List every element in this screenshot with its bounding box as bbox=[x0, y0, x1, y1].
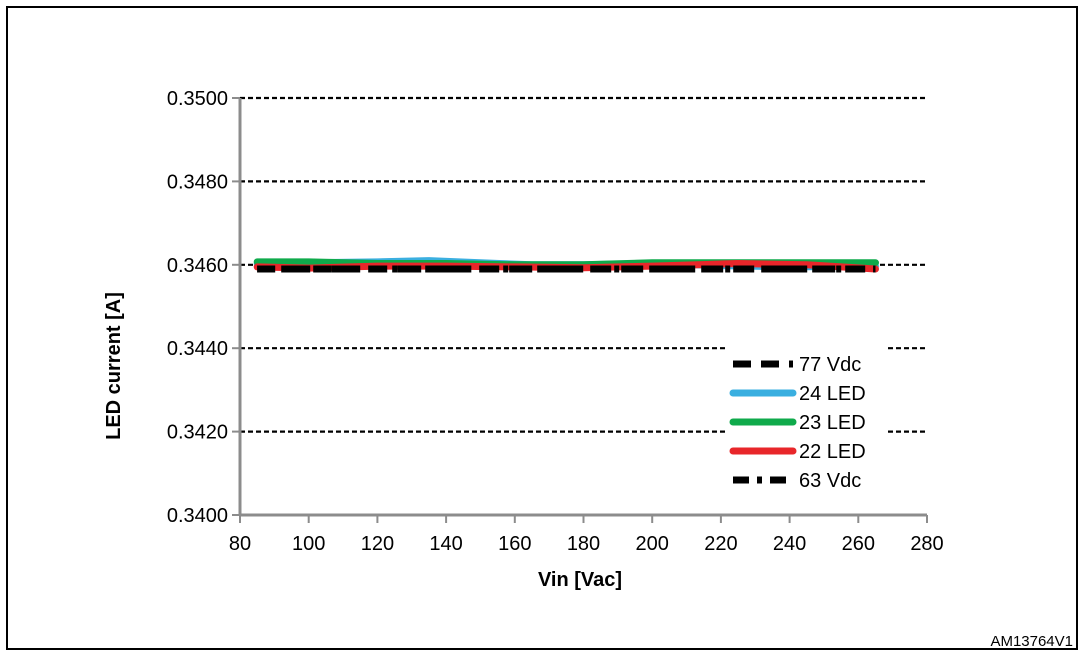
x-tick-label-10: 280 bbox=[910, 533, 943, 555]
x-tick-label-4: 160 bbox=[498, 533, 531, 555]
figure-frame bbox=[6, 6, 1078, 650]
y-tick-label-3: 0.3460 bbox=[167, 255, 228, 277]
x-tick-label-8: 240 bbox=[773, 533, 806, 555]
legend-label-0: 77 Vdc bbox=[799, 354, 861, 376]
x-tick-label-3: 140 bbox=[429, 533, 462, 555]
legend-label-1: 24 LED bbox=[799, 383, 866, 405]
y-axis-title: LED current [A] bbox=[103, 292, 125, 440]
y-tick-label-4: 0.3480 bbox=[167, 171, 228, 193]
figure-id: AM13764V1 bbox=[990, 633, 1073, 650]
legend: 77 Vdc 24 LED 23 LED 22 LED 63 Vdc bbox=[728, 347, 888, 513]
x-tick-label-1: 100 bbox=[292, 533, 325, 555]
y-tick-label-0: 0.3400 bbox=[167, 505, 228, 527]
series-lines bbox=[253, 257, 879, 273]
legend-label-2: 23 LED bbox=[799, 412, 866, 434]
x-axis-title: Vin [Vac] bbox=[538, 569, 622, 591]
x-tick-label-7: 220 bbox=[704, 533, 737, 555]
y-tick-label-5: 0.3500 bbox=[167, 88, 228, 110]
y-tick-label-2: 0.3440 bbox=[167, 338, 228, 360]
legend-label-3: 22 LED bbox=[799, 441, 866, 463]
x-tick-label-9: 260 bbox=[842, 533, 875, 555]
axes: 0.3400 0.3420 0.3440 0.3460 0.3480 0.3500 80 10… bbox=[167, 88, 944, 555]
y-tick-label-1: 0.3420 bbox=[167, 422, 228, 444]
x-tick-label-6: 200 bbox=[636, 533, 669, 555]
x-tick-label-0: 80 bbox=[229, 533, 251, 555]
legend-background bbox=[728, 347, 888, 513]
legend-label-4: 63 Vdc bbox=[799, 470, 861, 492]
x-tick-label-5: 180 bbox=[567, 533, 600, 555]
x-tick-label-2: 120 bbox=[361, 533, 394, 555]
